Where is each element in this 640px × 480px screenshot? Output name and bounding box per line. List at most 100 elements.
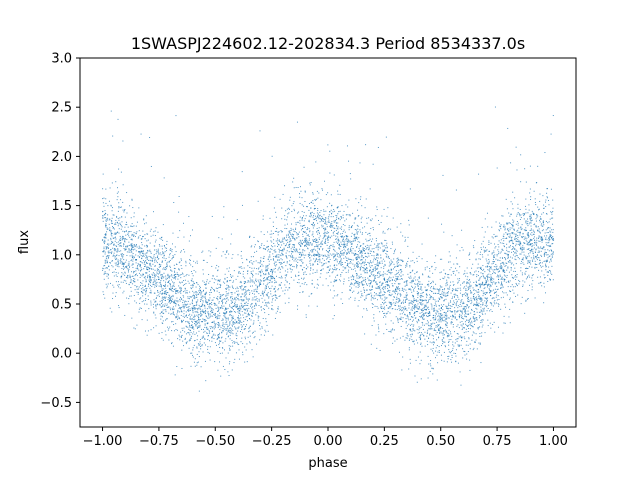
data-point — [409, 277, 411, 279]
data-point — [517, 231, 519, 233]
data-point — [203, 296, 205, 298]
data-point — [480, 283, 482, 285]
data-point — [196, 294, 198, 296]
data-point — [129, 274, 131, 276]
data-point — [329, 259, 331, 260]
data-point — [284, 293, 286, 295]
data-point — [346, 236, 348, 238]
data-point — [536, 266, 538, 268]
data-point — [516, 213, 518, 215]
data-point — [474, 297, 476, 299]
data-point — [201, 295, 203, 297]
data-point — [343, 252, 345, 254]
data-point — [138, 311, 140, 313]
data-point — [484, 332, 486, 334]
data-point — [112, 227, 114, 229]
data-point — [203, 281, 205, 283]
data-point — [339, 227, 341, 229]
data-point — [183, 313, 185, 315]
data-point — [153, 312, 155, 314]
data-point — [358, 283, 360, 285]
data-point — [386, 250, 388, 252]
data-point — [524, 230, 526, 232]
data-point — [173, 308, 175, 310]
data-point — [256, 298, 258, 299]
data-point — [334, 210, 336, 212]
data-point — [366, 272, 368, 274]
data-point — [382, 274, 384, 276]
data-point — [545, 242, 547, 244]
data-point — [271, 281, 273, 283]
data-point — [297, 259, 299, 261]
data-point — [487, 319, 489, 321]
data-point — [340, 236, 342, 238]
data-point — [397, 321, 399, 323]
data-point — [436, 309, 438, 311]
data-point — [281, 259, 283, 261]
data-point — [298, 243, 300, 245]
data-point — [483, 284, 485, 286]
data-point — [141, 301, 143, 303]
data-point — [458, 298, 460, 300]
data-point — [442, 343, 444, 345]
data-point — [166, 250, 168, 252]
data-point — [409, 282, 411, 284]
data-point — [144, 285, 146, 287]
data-point — [450, 321, 452, 323]
data-point — [105, 219, 107, 221]
data-point — [411, 316, 413, 318]
data-point — [166, 247, 168, 249]
data-point — [508, 261, 510, 263]
data-point — [313, 253, 315, 255]
data-point — [284, 274, 286, 276]
data-point — [151, 258, 153, 260]
data-point — [260, 231, 262, 233]
data-point — [314, 260, 316, 262]
data-point — [489, 268, 491, 270]
data-point — [455, 303, 457, 305]
data-point — [185, 342, 187, 344]
data-point — [539, 262, 541, 264]
data-point — [337, 206, 339, 208]
data-point — [552, 239, 555, 241]
data-point — [139, 251, 141, 253]
data-point — [516, 255, 518, 257]
data-point — [283, 261, 285, 263]
data-point — [196, 302, 198, 304]
data-point — [367, 293, 369, 295]
data-point — [467, 314, 469, 316]
data-point — [369, 276, 371, 278]
data-point — [509, 299, 511, 301]
data-point — [491, 281, 493, 283]
data-point — [416, 305, 418, 307]
data-point — [357, 264, 359, 266]
data-point — [169, 275, 171, 277]
data-point — [324, 180, 325, 182]
data-point — [182, 315, 184, 317]
data-point — [194, 340, 196, 342]
data-point — [175, 290, 177, 292]
data-point — [474, 299, 476, 301]
data-point — [110, 253, 112, 255]
data-point — [517, 229, 519, 231]
data-point — [135, 245, 137, 247]
data-point — [125, 221, 127, 223]
data-point — [239, 309, 241, 311]
data-point — [509, 308, 511, 310]
data-point — [277, 234, 279, 236]
data-point — [268, 248, 270, 250]
data-point — [530, 225, 532, 227]
data-point — [152, 260, 154, 262]
data-point — [112, 247, 114, 249]
data-point — [409, 272, 411, 274]
data-point — [212, 299, 214, 301]
data-point — [525, 181, 527, 183]
data-point — [274, 288, 276, 289]
data-point — [457, 263, 459, 265]
data-point — [110, 251, 112, 253]
data-point — [181, 281, 183, 283]
data-point — [259, 246, 261, 248]
data-point — [135, 250, 137, 252]
data-point — [462, 302, 464, 304]
data-point — [270, 290, 272, 292]
